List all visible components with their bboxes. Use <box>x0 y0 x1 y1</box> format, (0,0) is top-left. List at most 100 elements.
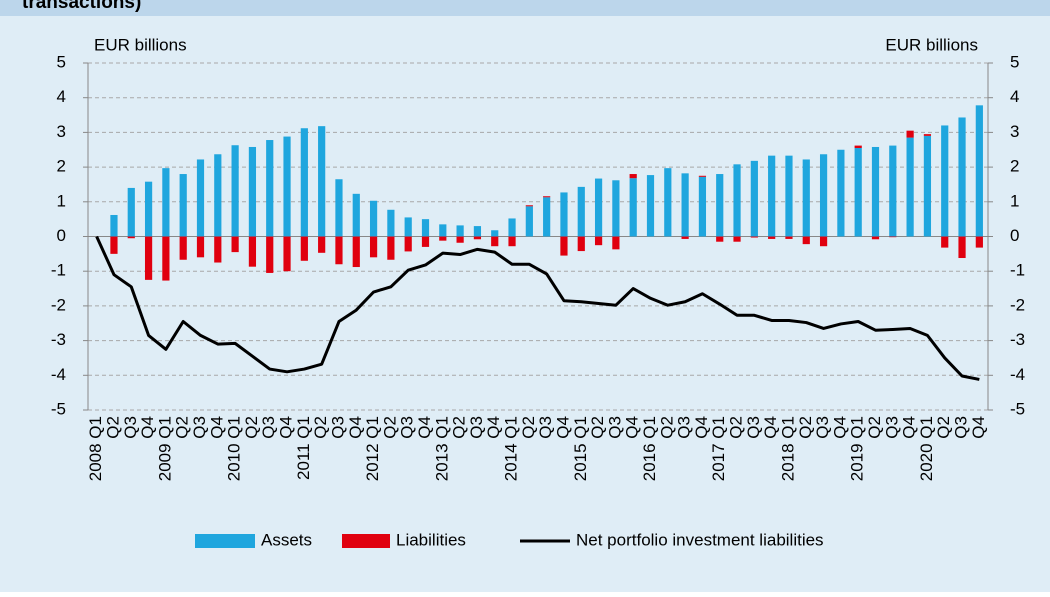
bar <box>664 168 672 237</box>
bar <box>629 178 637 237</box>
bar <box>854 148 862 237</box>
bar <box>473 236 482 240</box>
x-tick-label: 2019 Q1 <box>848 416 867 481</box>
bar <box>525 205 533 207</box>
bar <box>923 134 932 136</box>
x-tick-label: Q2 <box>103 416 122 439</box>
bar <box>283 136 291 237</box>
bar <box>110 236 118 254</box>
bar <box>439 224 447 237</box>
x-tick-label: Q4 <box>138 416 157 439</box>
y-tick-label: 5 <box>57 52 66 71</box>
y2-axis-label: EUR billions <box>885 35 978 54</box>
legend-swatch <box>195 534 255 548</box>
x-tick-label: Q4 <box>900 416 919 439</box>
bar <box>543 197 551 237</box>
bar <box>975 105 983 237</box>
y-tick-label: 1 <box>57 191 66 210</box>
x-tick-label: Q4 <box>207 416 226 439</box>
bar <box>127 187 135 237</box>
bar <box>560 236 568 256</box>
bar <box>404 217 412 237</box>
bar <box>369 236 378 258</box>
bar <box>421 219 430 237</box>
y-tick-label: -2 <box>51 295 66 314</box>
x-tick-label: Q4 <box>484 416 503 439</box>
bar <box>750 160 758 237</box>
x-tick-label: Q2 <box>588 416 607 439</box>
x-tick-label: Q4 <box>346 416 365 439</box>
x-tick-label: Q4 <box>692 416 711 439</box>
bar <box>352 193 360 237</box>
y-tick-label: -4 <box>51 365 66 384</box>
bar <box>127 236 135 239</box>
y-tick-label: 2 <box>57 157 66 176</box>
bar <box>646 175 655 237</box>
bar <box>196 159 205 237</box>
bar <box>716 174 724 237</box>
bar <box>768 155 776 237</box>
x-tick-label: Q2 <box>934 416 953 439</box>
x-tick-label: Q3 <box>952 416 971 439</box>
x-tick-label: 2011 Q1 <box>294 416 313 480</box>
bar <box>508 236 516 247</box>
bar <box>871 236 880 240</box>
bar <box>975 236 983 248</box>
x-tick-label: Q2 <box>519 416 538 439</box>
x-tick-label: Q3 <box>813 416 832 439</box>
chart-title: transactions) <box>22 0 141 13</box>
x-tick-label: Q2 <box>727 416 746 439</box>
x-tick-label: Q2 <box>450 416 469 439</box>
y-tick-label: 0 <box>57 226 66 245</box>
bar <box>214 236 222 263</box>
bar <box>439 236 447 241</box>
x-tick-label: 2009 Q1 <box>155 416 174 481</box>
x-tick-label: Q4 <box>415 416 434 439</box>
legend-label: Liabilities <box>396 530 466 549</box>
legend-swatch <box>342 534 390 548</box>
bar <box>785 155 793 237</box>
bar <box>110 214 118 237</box>
bar <box>421 236 430 247</box>
bar <box>369 200 378 237</box>
x-tick-label: 2013 Q1 <box>432 416 451 481</box>
x-tick-label: Q4 <box>761 416 780 439</box>
bar <box>819 154 828 237</box>
bar <box>491 230 499 237</box>
bar <box>214 154 222 237</box>
bar <box>144 181 153 237</box>
x-tick-label: Q2 <box>657 416 676 439</box>
x-tick-label: 2014 Q1 <box>502 416 521 481</box>
x-tick-label: Q3 <box>605 416 624 439</box>
bar <box>248 146 257 237</box>
y2-tick-label: -3 <box>1010 330 1025 349</box>
title-bar <box>0 0 1050 16</box>
x-tick-label: Q4 <box>969 416 988 439</box>
x-tick-label: Q2 <box>173 416 192 439</box>
bar <box>768 236 776 239</box>
bar <box>283 236 291 272</box>
bar <box>162 168 170 237</box>
y2-tick-label: -1 <box>1010 261 1025 280</box>
y-tick-label: 4 <box>57 87 66 106</box>
x-tick-label: Q3 <box>190 416 209 439</box>
bar <box>318 126 326 237</box>
y2-tick-label: 1 <box>1010 191 1019 210</box>
x-tick-label: Q4 <box>623 416 642 439</box>
x-tick-label: Q4 <box>277 416 296 439</box>
bar <box>300 128 308 237</box>
bar <box>733 236 741 242</box>
bar <box>733 164 741 237</box>
y2-tick-label: 3 <box>1010 122 1019 141</box>
bar <box>560 192 568 237</box>
x-tick-label: 2016 Q1 <box>640 416 659 481</box>
bar <box>248 236 257 267</box>
bar <box>491 236 499 247</box>
x-tick-label: Q2 <box>242 416 261 439</box>
x-tick-label: 2008 Q1 <box>86 416 105 481</box>
bar <box>335 236 343 265</box>
x-tick-label: Q3 <box>121 416 140 439</box>
x-tick-label: Q3 <box>467 416 486 439</box>
legend-label: Net portfolio investment liabilities <box>576 530 824 549</box>
